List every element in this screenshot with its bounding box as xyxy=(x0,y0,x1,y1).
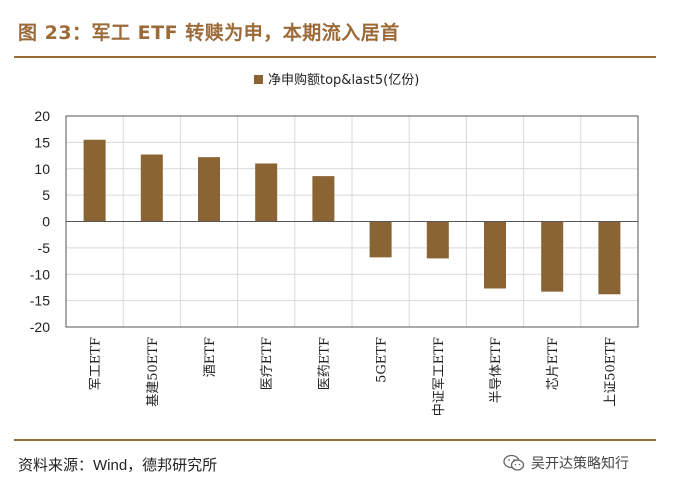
y-tick-label: -15 xyxy=(30,293,50,309)
y-tick-label: -5 xyxy=(38,240,51,256)
y-tick-label: -20 xyxy=(30,319,50,335)
x-tick-label: 中证军工ETF xyxy=(432,337,447,416)
bar xyxy=(255,163,278,222)
plot-border xyxy=(65,115,639,328)
bar xyxy=(83,139,106,222)
y-tick-label: 10 xyxy=(34,161,50,177)
source-note: 资料来源：Wind，德邦研究所 xyxy=(18,457,218,474)
chart-legend: 净申购额top&last5(亿份) xyxy=(254,72,419,88)
wechat-account-name: 吴开达策略知行 xyxy=(531,456,629,472)
wechat-icon xyxy=(503,454,525,471)
bottom-divider xyxy=(14,439,656,441)
y-tick-label: 15 xyxy=(34,134,50,150)
bar xyxy=(484,221,506,289)
x-tick-label: 酒ETF xyxy=(203,337,218,377)
legend-label: 净申购额top&last5(亿份) xyxy=(268,72,419,88)
top-divider xyxy=(14,56,656,58)
x-tick-label: 上证50ETF xyxy=(603,337,618,407)
bar xyxy=(198,157,220,222)
x-tick-label: 医疗ETF xyxy=(260,337,275,390)
x-tick-label: 军工ETF xyxy=(89,337,104,390)
y-tick-label: 20 xyxy=(34,108,50,124)
legend-swatch xyxy=(254,75,263,84)
x-tick-label: 医药ETF xyxy=(317,337,332,390)
plot-area: 20 15 10 5 0 -5 -10 -15 -20 军工ETF 基建50ETF 酒ETF 医疗ETF… xyxy=(30,108,639,416)
figure-title: 图 23：军工 ETF 转赎为申，本期流入居首 xyxy=(18,22,400,44)
x-tick-label: 半导体ETF xyxy=(489,337,504,403)
x-tick-label: 芯片ETF xyxy=(546,337,561,390)
y-tick-label: 5 xyxy=(42,187,50,203)
bar xyxy=(541,221,564,292)
wechat-watermark: 吴开达策略知行 xyxy=(503,453,629,473)
x-tick-label: 5GETF xyxy=(375,337,390,383)
bar-chart: 净申购额top&last5(亿份) 20 15 10 5 0 -5 -10 -15 -20 军工E… xyxy=(30,72,639,416)
y-tick-label: -10 xyxy=(30,266,50,282)
bar xyxy=(426,221,449,259)
bar xyxy=(598,221,621,295)
y-tick-label: 0 xyxy=(42,214,50,230)
bar xyxy=(140,154,163,222)
bar xyxy=(312,176,335,222)
bar xyxy=(369,221,392,258)
x-tick-label: 基建50ETF xyxy=(146,337,161,407)
